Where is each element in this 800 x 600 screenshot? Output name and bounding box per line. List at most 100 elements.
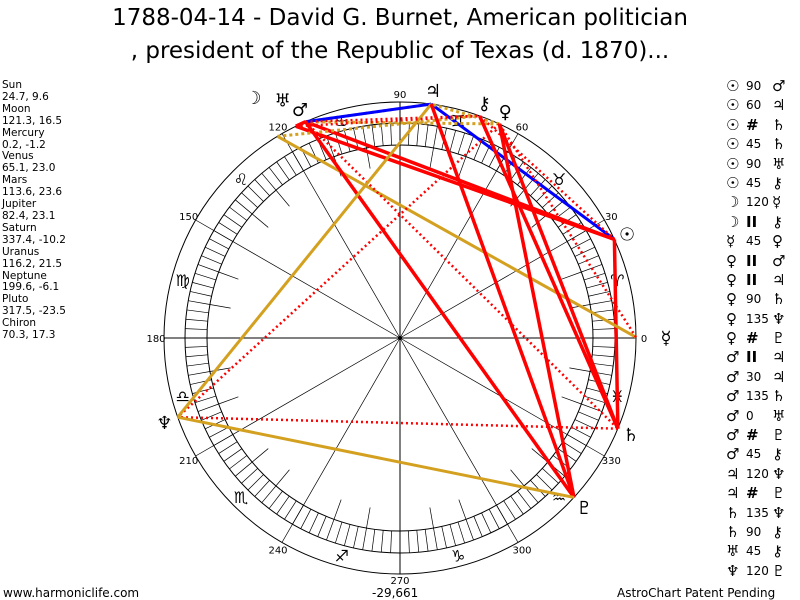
band-tick [457, 132, 465, 155]
band-tick [517, 490, 532, 509]
band-tick [201, 411, 222, 421]
band-tick [380, 530, 384, 553]
spoke-line [281, 133, 401, 339]
band-tick [197, 264, 219, 273]
decade-tick [251, 213, 269, 228]
planet-glyph-icon: ☿ [660, 328, 671, 349]
band-tick [186, 362, 209, 367]
planet-glyph-icon: ♇ [772, 561, 786, 580]
planet-glyph-icon: ⚷ [772, 445, 783, 464]
band-tick [261, 485, 277, 503]
zodiac-sign-icon: ♌ [234, 170, 248, 189]
band-tick [591, 362, 614, 367]
planet-glyph-icon: ♀ [772, 232, 783, 251]
decade-tick [561, 271, 582, 280]
band-tick [416, 123, 420, 146]
degree-label: 90 [394, 90, 407, 101]
band-tick [268, 167, 283, 186]
band-tick [209, 238, 229, 250]
band-tick [241, 468, 258, 484]
planet-name: Uranus [2, 245, 40, 258]
band-tick [488, 147, 500, 167]
band-tick [433, 126, 438, 148]
degree-label: 270 [390, 576, 409, 587]
decade-tick [275, 469, 290, 487]
degree-label: 210 [179, 456, 198, 467]
planet-glyph-icon: ☉ [726, 96, 740, 115]
aspect-type: 45 [746, 447, 762, 462]
planet-name: Chiron [2, 317, 37, 330]
band-tick [192, 282, 214, 289]
band-tick [583, 395, 606, 403]
band-tick [197, 403, 219, 412]
aspect-type: 45 [746, 234, 762, 249]
band-tick [424, 529, 429, 552]
band-tick [204, 246, 226, 257]
planet-glyph-icon: ♂ [726, 406, 740, 425]
band-tick [185, 354, 208, 358]
planet-glyph-icon: ☉ [726, 173, 740, 192]
planet-glyph-icon: ♆ [772, 464, 786, 483]
degree-label: 150 [179, 212, 198, 223]
planet-glyph-icon: ☽ [726, 193, 740, 212]
band-tick [335, 132, 343, 155]
website-link[interactable]: www.harmoniclife.com [3, 586, 140, 600]
band-tick [510, 495, 524, 515]
planet-glyph-icon: ♇ [772, 426, 786, 445]
planet-glyph-icon: ♄ [772, 115, 786, 134]
planet-coords: 113.6, 23.6 [2, 186, 63, 199]
planet-glyph-icon: ♄ [623, 425, 639, 446]
aspect-line [305, 120, 500, 126]
aspect-line [276, 135, 637, 339]
planet-glyph-icon: ♂ [726, 426, 740, 445]
planet-glyph-icon: ♃ [772, 270, 786, 289]
aspect-type: 30 [746, 369, 762, 384]
planet-glyph-icon: ⚷ [478, 94, 491, 115]
planet-name: Jupiter [2, 198, 37, 211]
planet-glyph-icon: ♃ [726, 464, 740, 483]
planet-glyph-icon: ☉ [726, 135, 740, 154]
planet-glyph-icon: ☿ [726, 232, 736, 251]
band-tick [416, 530, 420, 553]
band-tick [449, 524, 456, 546]
planet-glyph-icon: ♃ [772, 96, 786, 115]
band-tick [465, 519, 474, 541]
band-tick [326, 519, 335, 541]
center-dot [398, 336, 402, 340]
aspect-type: # [746, 115, 759, 134]
planet-glyph-icon: ♄ [772, 387, 786, 406]
band-tick [276, 161, 290, 181]
decade-tick [458, 156, 467, 177]
degree-label: 300 [512, 545, 531, 556]
planet-positions-list: Sun 24.7, 9.6 Moon 121.3, 16.5 Mercury 0.2, -… [2, 79, 66, 342]
band-tick [261, 173, 277, 191]
zodiac-sign-icon: ♒ [552, 488, 566, 507]
band-tick [380, 123, 384, 146]
decade-tick [458, 499, 467, 520]
decade-tick [251, 448, 269, 463]
band-tick [562, 441, 582, 454]
band-tick [308, 512, 319, 534]
aspect-type: # [746, 484, 759, 503]
band-tick [284, 500, 297, 520]
decade-tick [275, 189, 290, 207]
zodiac-sign-icon: ♎ [175, 387, 189, 406]
spoke-line [399, 337, 519, 543]
aspect-type: 90 [746, 292, 762, 307]
degree-label: 0 [641, 334, 647, 345]
aspect-type: 120 [746, 466, 769, 481]
zodiac-sign-icon: ♉ [552, 170, 566, 189]
band-tick [247, 185, 264, 202]
band-tick [588, 291, 610, 297]
planet-glyph-icon: ♅ [772, 406, 786, 425]
band-tick [408, 123, 410, 146]
planet-glyph-icon: ♇ [772, 329, 786, 348]
title-line-1: 1788-04-14 - David G. Burnet, American p… [112, 5, 688, 31]
aspect-line [277, 114, 480, 138]
band-tick [578, 411, 599, 421]
planet-glyph-icon: ♆ [772, 309, 786, 328]
spoke-line [195, 337, 401, 457]
planet-glyph-icon: ♇ [772, 484, 786, 503]
band-tick [449, 130, 456, 152]
